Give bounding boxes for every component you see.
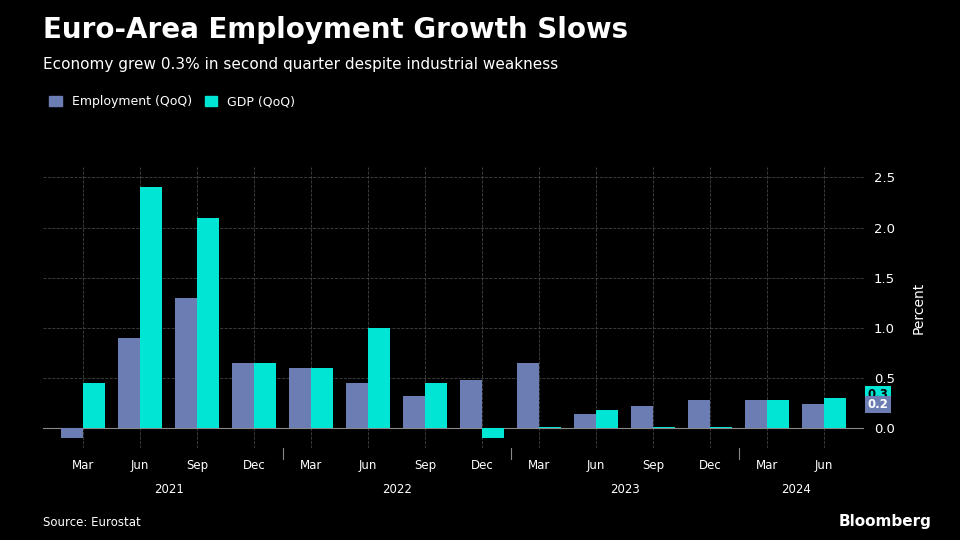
Text: 2023: 2023 [610, 483, 639, 496]
Bar [596, 410, 618, 428]
Text: Bloomberg: Bloomberg [838, 514, 931, 529]
Bar [347, 383, 368, 428]
Bar [232, 363, 254, 428]
Y-axis label: Percent: Percent [911, 282, 925, 334]
Bar [517, 363, 540, 428]
Text: Source: Eurostat: Source: Eurostat [43, 516, 141, 529]
Bar [688, 400, 710, 428]
Bar [290, 368, 311, 428]
Text: 2022: 2022 [382, 483, 412, 496]
Text: 0.3: 0.3 [868, 388, 888, 401]
Bar [767, 400, 789, 428]
Text: 2024: 2024 [780, 483, 810, 496]
Bar [368, 328, 390, 428]
Bar [824, 398, 846, 428]
Bar [482, 428, 504, 438]
Bar [746, 400, 767, 428]
Bar [311, 368, 333, 428]
Text: 2021: 2021 [154, 483, 183, 496]
Bar [574, 414, 596, 428]
Bar [710, 427, 732, 428]
Text: Euro-Area Employment Growth Slows: Euro-Area Employment Growth Slows [43, 16, 629, 44]
Bar [140, 187, 161, 428]
Bar [61, 428, 84, 438]
Bar [254, 363, 276, 428]
Bar [461, 380, 482, 428]
Legend: Employment (QoQ), GDP (QoQ): Employment (QoQ), GDP (QoQ) [50, 96, 295, 109]
Text: Economy grew 0.3% in second quarter despite industrial weakness: Economy grew 0.3% in second quarter desp… [43, 57, 559, 72]
Bar [540, 427, 561, 428]
Bar [403, 396, 425, 428]
Bar [632, 406, 653, 428]
Bar [197, 218, 219, 428]
Bar [653, 427, 675, 428]
Bar [118, 338, 140, 428]
Bar [425, 383, 446, 428]
Text: 0.2: 0.2 [868, 398, 888, 411]
Bar [803, 404, 824, 428]
Bar [84, 383, 105, 428]
Bar [176, 298, 197, 428]
